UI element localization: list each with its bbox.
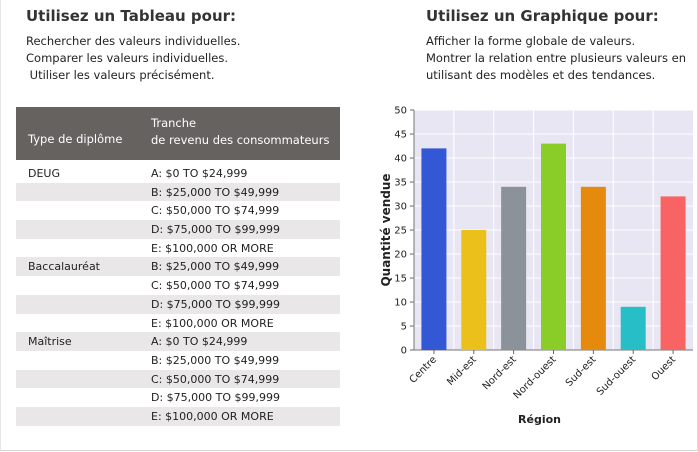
table-row: Baccalauréat B: $25,000 TO $49,999 — [16, 257, 340, 277]
income-range-cell: B: $25,000 TO $49,999 — [151, 260, 280, 274]
y-tick-label: 5 — [401, 322, 407, 333]
income-range-cell: B: $25,000 TO $49,999 — [151, 353, 280, 367]
column-header-income-line1: Tranche — [151, 116, 197, 130]
income-range-cell: D: $75,000 TO $99,999 — [151, 391, 281, 405]
x-tick-label: Nord-est — [481, 354, 519, 392]
income-range-cell: C: $50,000 TO $74,999 — [151, 279, 280, 293]
x-tick-label: Sud-est — [564, 354, 599, 389]
column-header-degree: Type de diplôme — [28, 132, 123, 146]
x-tick-label: Nord-ouest — [512, 354, 559, 401]
income-range-cell: B: $25,000 TO $49,999 — [151, 185, 280, 199]
table-row: D: $75,000 TO $99,999 — [16, 294, 340, 314]
income-range-cell: D: $75,000 TO $99,999 — [151, 223, 281, 237]
bar-chart: 0 5 10 15 20 25 30 35 40 45 50 Centre Mid-est Nord-es… — [360, 100, 698, 440]
y-axis-title: Quantité vendue — [379, 173, 393, 286]
y-tick-label: 20 — [394, 250, 407, 261]
bar-nord-est — [501, 186, 527, 350]
table-row: B: $25,000 TO $49,999 — [16, 351, 340, 370]
x-tick-label: Centre — [408, 354, 439, 385]
right-line: Montrer la relation entre plusieurs vale… — [426, 51, 687, 65]
table-row: E: $100,000 OR MORE — [16, 314, 340, 333]
right-line: Afficher la forme globale de valeurs. — [426, 34, 636, 48]
y-tick-label: 10 — [394, 298, 407, 309]
y-tick-label: 35 — [394, 178, 407, 189]
table-row: C: $50,000 TO $74,999 — [16, 276, 340, 295]
y-tick-label: 30 — [394, 202, 407, 213]
chart-section-heading: Utilisez un Graphique pour: — [426, 7, 659, 25]
column-header-income-line2: de revenu des consommateurs — [151, 133, 330, 147]
x-tick-label: Mid-est — [445, 354, 479, 388]
y-tick-label: 45 — [394, 130, 407, 141]
income-range-cell: D: $75,000 TO $99,999 — [151, 297, 281, 311]
table-body: DEUG A: $0 TO $24,999 B: $25,000 TO $49,99… — [16, 164, 340, 426]
income-range-cell: A: $0 TO $24,999 — [151, 167, 248, 180]
bar-sud-ouest — [620, 306, 646, 350]
bar-nord-ouest — [541, 143, 566, 350]
degree-cell: DEUG — [28, 167, 60, 180]
income-range-cell: E: $100,000 OR MORE — [151, 316, 274, 330]
table-row: D: $75,000 TO $99,999 — [16, 220, 340, 239]
data-table: Type de diplôme Tranche de revenu des co… — [16, 107, 340, 426]
chart-usage-list: Afficher la forme globale de valeurs. Mon… — [426, 33, 686, 84]
table-header: Type de diplôme Tranche de revenu des co… — [16, 107, 340, 160]
table-row: B: $25,000 TO $49,999 — [16, 182, 340, 202]
left-line: Comparer les valeurs individuelles. — [26, 51, 229, 65]
left-line: Rechercher des valeurs individuelles. — [26, 34, 241, 48]
right-line: utilisant des modèles et des tendances. — [426, 68, 656, 82]
table-row: C: $50,000 TO $74,999 — [16, 369, 340, 389]
table-row: D: $75,000 TO $99,999 — [16, 388, 340, 407]
degree-cell: Baccalauréat — [28, 260, 100, 274]
y-tick-label: 25 — [394, 226, 407, 237]
bar-chart-svg: 0 5 10 15 20 25 30 35 40 45 50 Centre Mid-est Nord-es… — [379, 106, 693, 426]
left-line: Utiliser les valeurs précisément. — [26, 68, 215, 82]
table-row: C: $50,000 TO $74,999 — [16, 201, 340, 220]
income-range-cell: C: $50,000 TO $74,999 — [151, 372, 280, 386]
bar-ouest — [660, 196, 686, 350]
y-tick-label: 40 — [394, 154, 407, 165]
y-tick-label: 0 — [401, 346, 407, 357]
income-range-cell: E: $100,000 OR MORE — [151, 241, 274, 255]
table-section-heading: Utilisez un Tableau pour: — [26, 7, 237, 25]
table-usage-list: Rechercher des valeurs individuelles. Com… — [26, 33, 240, 84]
table-row: E: $100,000 OR MORE — [16, 406, 340, 426]
income-range-cell: E: $100,000 OR MORE — [151, 409, 274, 423]
x-tick-label: Ouest — [650, 354, 679, 383]
income-range-cell: C: $50,000 TO $74,999 — [151, 204, 280, 218]
bar-sud-est — [580, 186, 606, 350]
table-row: Maîtrise A: $0 TO $24,999 — [16, 332, 340, 351]
y-tick-label: 50 — [394, 106, 407, 117]
y-tick-label: 15 — [394, 274, 407, 285]
x-axis-title: Région — [518, 413, 561, 426]
table-row: E: $100,000 OR MORE — [16, 239, 340, 258]
bar-mid-est — [461, 230, 487, 350]
x-tick-label: Sud-ouest — [595, 354, 639, 398]
table-row: DEUG A: $0 TO $24,999 — [16, 164, 340, 183]
degree-cell: Maîtrise — [28, 335, 72, 349]
income-range-cell: A: $0 TO $24,999 — [151, 335, 248, 349]
column-header-income-range: Tranche de revenu des consommateurs — [151, 115, 329, 149]
bar-centre — [421, 148, 447, 350]
